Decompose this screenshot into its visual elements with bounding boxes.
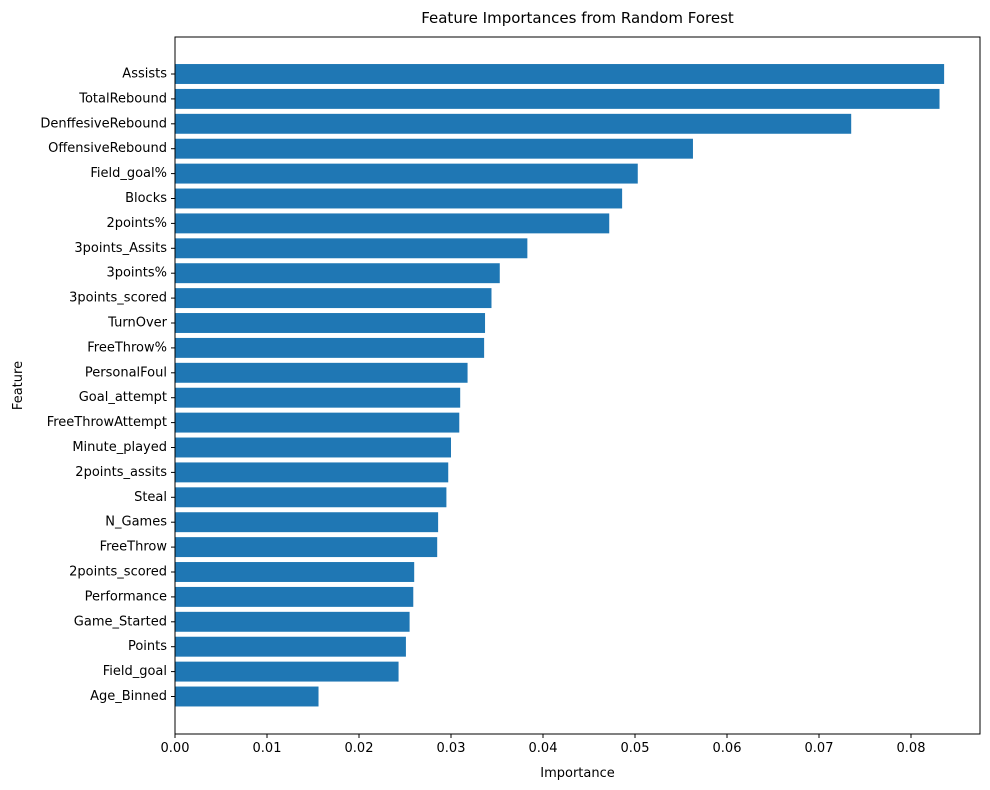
bar (175, 288, 492, 309)
chart-title: Feature Importances from Random Forest (421, 9, 734, 27)
bar (175, 512, 439, 533)
y-tick-label: Blocks (125, 191, 167, 206)
bar (175, 337, 485, 358)
y-axis-label: Feature (11, 361, 26, 410)
y-tick-label: FreeThrow% (87, 340, 167, 355)
bar (175, 88, 940, 109)
x-tick-label: 0.08 (897, 741, 926, 756)
y-tick-label: 3points_Assits (74, 241, 167, 256)
y-axis-ticks: Assists TotalRebound DenffesiveRebound Offe… (40, 67, 175, 704)
plot-frame (174, 36, 981, 735)
y-tick-label: Age_Binned (90, 689, 167, 704)
y-tick-label: 2points_scored (69, 565, 167, 580)
bar (175, 412, 460, 433)
y-tick-label: Goal_attempt (79, 390, 167, 405)
bars-group (175, 64, 945, 707)
y-tick-label: Steal (134, 490, 167, 505)
bar (175, 562, 415, 582)
bar (175, 138, 693, 159)
y-tick-label: FreeThrowAttempt (47, 415, 167, 430)
y-tick-label: Field_goal (103, 664, 167, 679)
bar (175, 487, 447, 508)
bar (175, 113, 852, 134)
y-tick-label: Performance (85, 589, 167, 604)
bar (175, 188, 623, 209)
y-tick-label: 2points% (106, 216, 167, 231)
x-axis-ticks: 0.00 0.01 0.02 0.03 0.04 0.05 0.06 0.07 0.08 (161, 734, 926, 756)
y-tick-label: Minute_played (72, 440, 167, 455)
bar (175, 64, 945, 84)
bar (175, 238, 528, 259)
bar (175, 586, 414, 607)
bar (175, 213, 610, 234)
bar (175, 686, 319, 707)
bar (175, 163, 638, 184)
bar (175, 636, 406, 657)
y-tick-label: Game_Started (74, 614, 167, 629)
y-tick-label: TurnOver (107, 316, 167, 331)
x-tick-label: 0.05 (621, 741, 650, 756)
y-tick-label: Points (128, 639, 167, 654)
y-tick-label: Field_goal% (90, 166, 167, 181)
x-axis-label: Importance (540, 766, 615, 781)
y-tick-label: 3points_scored (69, 291, 167, 306)
x-tick-label: 0.06 (713, 741, 742, 756)
y-tick-label: DenffesiveRebound (40, 116, 167, 131)
x-tick-label: 0.00 (161, 741, 190, 756)
y-tick-label: TotalRebound (78, 91, 167, 106)
bar (175, 263, 500, 284)
y-tick-label: Assists (122, 67, 167, 82)
y-tick-label: PersonalFoul (85, 365, 167, 380)
bar (175, 537, 438, 558)
bar (175, 462, 449, 483)
y-tick-label: FreeThrow (100, 540, 168, 555)
bar (175, 611, 410, 632)
y-tick-label: OffensiveRebound (48, 141, 167, 156)
x-tick-label: 0.02 (345, 741, 374, 756)
y-tick-label: N_Games (105, 515, 167, 530)
x-tick-label: 0.07 (805, 741, 834, 756)
x-tick-label: 0.03 (437, 741, 466, 756)
bar (175, 313, 486, 333)
y-tick-label: 3points% (106, 266, 167, 281)
y-tick-label: 2points_assits (75, 465, 167, 480)
bar (175, 387, 461, 408)
bar (175, 362, 468, 383)
x-tick-label: 0.01 (253, 741, 282, 756)
x-tick-label: 0.04 (529, 741, 558, 756)
bar (175, 661, 399, 682)
bar (175, 437, 451, 458)
